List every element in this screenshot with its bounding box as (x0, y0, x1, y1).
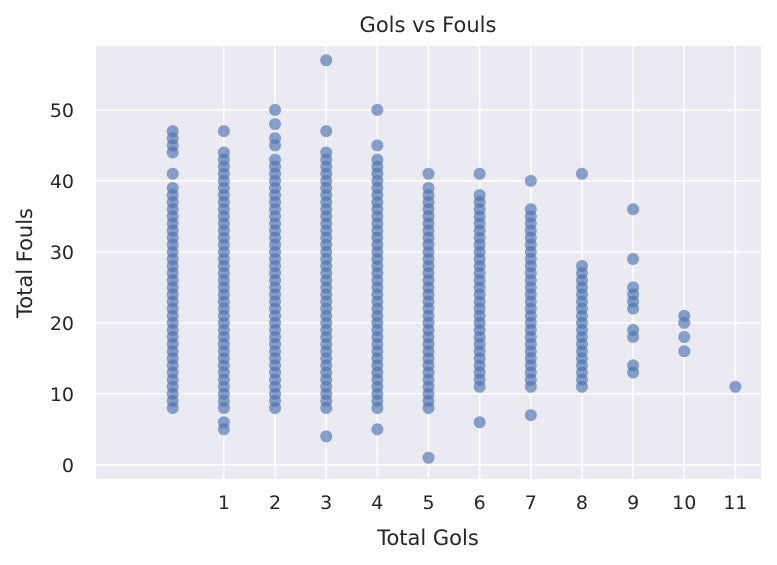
x-tick-label: 11 (723, 492, 747, 514)
scatter-point (269, 118, 282, 131)
scatter-point (678, 309, 691, 322)
scatter-point (627, 281, 640, 294)
y-tick-label: 20 (50, 313, 74, 335)
scatter-point (627, 252, 640, 265)
scatter-point (422, 167, 435, 180)
x-tick-labels: 1 2 3 4 5 6 7 8 9 10 11 (218, 492, 748, 514)
scatter-point (269, 103, 282, 116)
x-tick-label: 7 (525, 492, 537, 514)
scatter-point (678, 345, 691, 358)
x-tick-label: 10 (672, 492, 696, 514)
scatter-point (524, 174, 537, 187)
y-tick-label: 0 (62, 455, 74, 477)
scatter-point (217, 125, 230, 138)
x-tick-label: 4 (371, 492, 383, 514)
scatter-point (371, 139, 384, 152)
scatter-point (422, 451, 435, 464)
scatter-point (627, 323, 640, 336)
scatter-point (166, 181, 179, 194)
scatter-point (473, 416, 486, 429)
scatter-point (575, 260, 588, 273)
scatter-point (371, 423, 384, 436)
y-tick-label: 40 (50, 171, 74, 193)
scatter-point (371, 103, 384, 116)
scatter-point (575, 167, 588, 180)
scatter-point (166, 167, 179, 180)
y-tick-label: 30 (50, 242, 74, 264)
scatter-point (269, 132, 282, 145)
scatter-point (320, 125, 333, 138)
x-tick-label: 6 (474, 492, 486, 514)
x-tick-label: 8 (576, 492, 588, 514)
chart-title: Gols vs Fouls (360, 13, 497, 37)
scatter-point (166, 125, 179, 138)
scatter-point (524, 409, 537, 422)
y-tick-label: 10 (50, 384, 74, 406)
x-tick-label: 2 (269, 492, 281, 514)
scatter-point (678, 331, 691, 344)
scatter-point (473, 189, 486, 202)
scatter-point (729, 380, 742, 393)
scatter-point (627, 359, 640, 372)
scatter-point (422, 181, 435, 194)
scatter-point (627, 203, 640, 216)
scatter-point (473, 167, 486, 180)
scatter-point (320, 54, 333, 67)
scatter-point (217, 146, 230, 159)
scatter-point (217, 416, 230, 429)
x-tick-label: 5 (422, 492, 434, 514)
y-axis-label: Total Fouls (13, 208, 37, 319)
x-tick-label: 1 (218, 492, 230, 514)
x-axis-label: Total Gols (376, 526, 479, 550)
y-tick-labels: 0 10 20 30 40 50 (50, 100, 74, 477)
scatter-point (320, 430, 333, 443)
y-tick-label: 50 (50, 100, 74, 122)
points (166, 54, 742, 464)
x-tick-label: 9 (627, 492, 639, 514)
x-tick-label: 3 (320, 492, 332, 514)
scatter-point (269, 153, 282, 166)
scatter-point (320, 146, 333, 159)
scatter-point (524, 203, 537, 216)
scatter-point (371, 153, 384, 166)
